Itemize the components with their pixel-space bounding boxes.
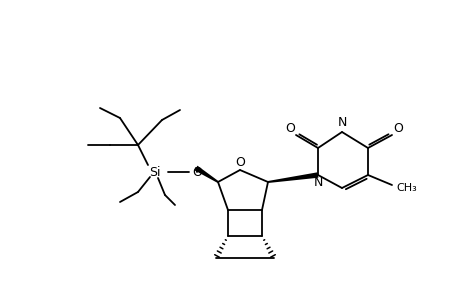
Text: Si: Si (149, 166, 160, 178)
Text: O: O (192, 166, 202, 178)
Text: N: N (336, 116, 346, 128)
Polygon shape (267, 172, 318, 183)
Text: N: N (313, 176, 322, 188)
Text: O: O (235, 155, 244, 169)
Text: CH₃: CH₃ (396, 183, 416, 193)
Text: O: O (392, 122, 402, 134)
Text: O: O (285, 122, 294, 134)
Polygon shape (194, 166, 218, 183)
